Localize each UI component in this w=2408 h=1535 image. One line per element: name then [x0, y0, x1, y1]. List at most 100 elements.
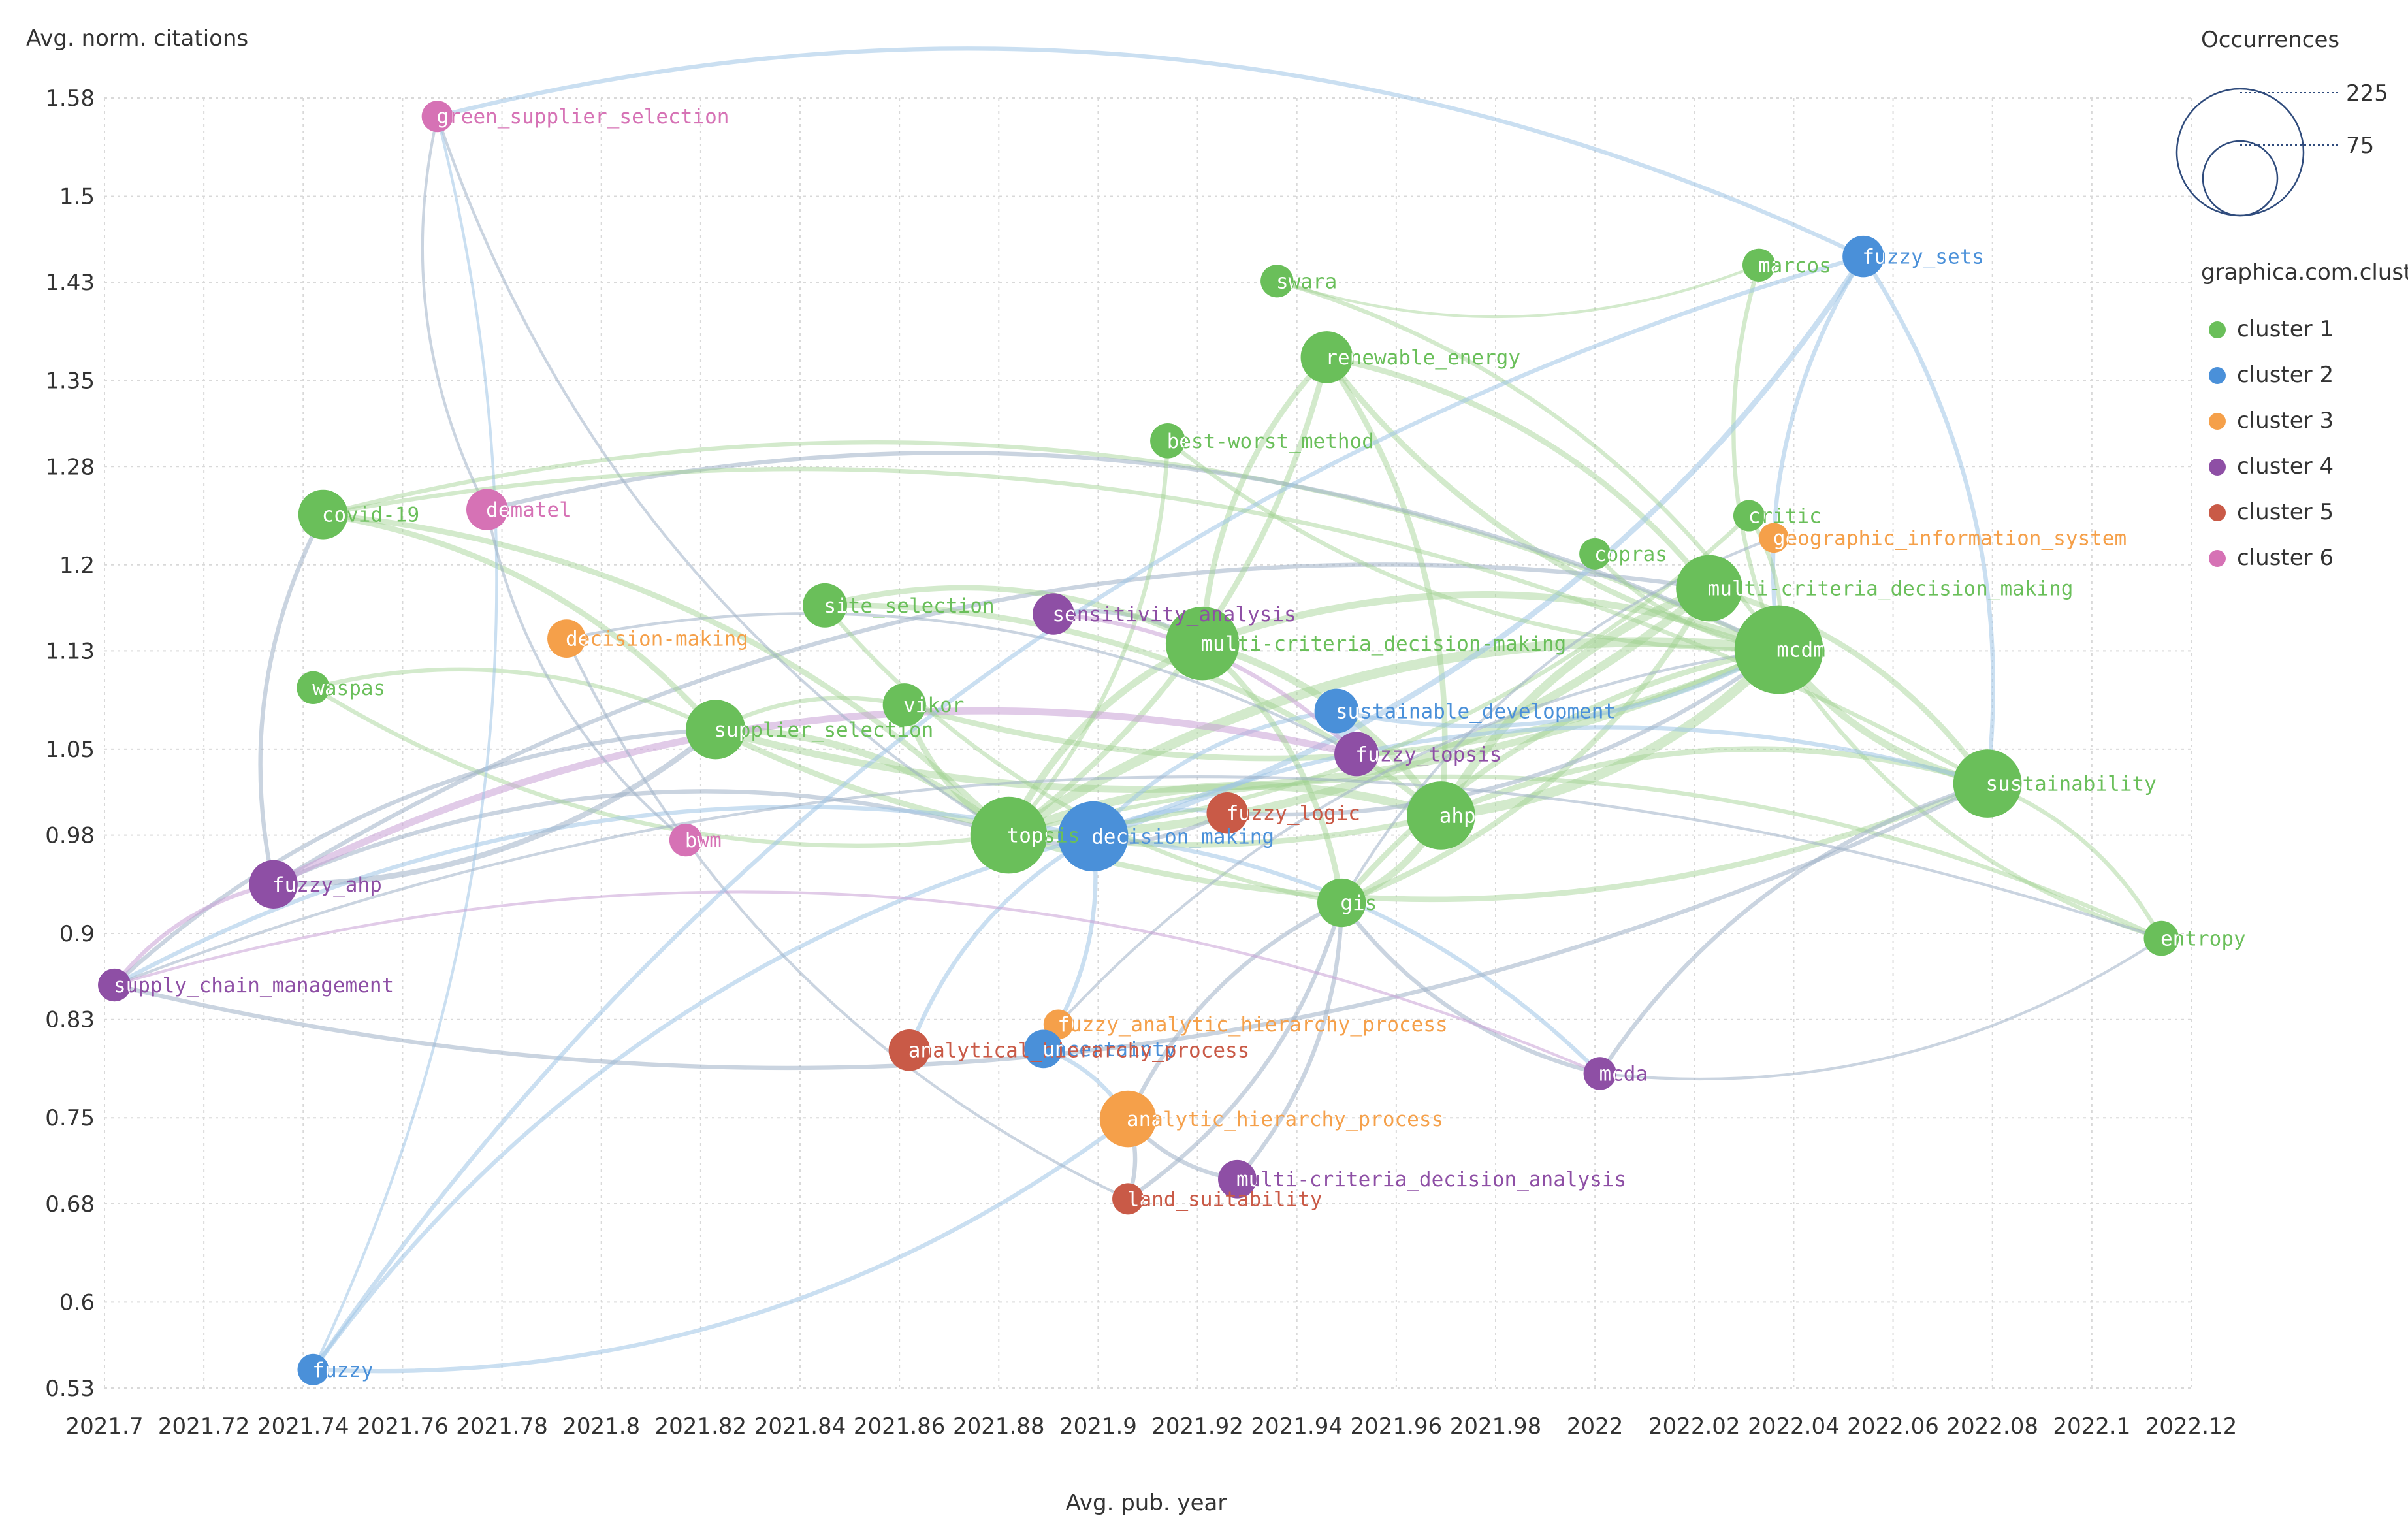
node-label: fuzzy_analytic_hierarchy_process	[1057, 1013, 1447, 1037]
link	[1324, 354, 1782, 653]
node-bubble[interactable]	[1734, 605, 1823, 694]
node-label-inner: mcdm	[1776, 639, 1825, 662]
node-label-inner: geographic_information_system	[1773, 526, 2127, 550]
link	[113, 890, 1601, 1075]
node-bubble[interactable]	[1314, 688, 1359, 734]
node-bubble[interactable]	[1024, 1029, 1063, 1069]
link	[311, 834, 1096, 1372]
x-tick-label: 2021.78	[456, 1414, 548, 1440]
x-tick-label: 2021.76	[357, 1414, 449, 1440]
node-bubble[interactable]	[98, 968, 131, 1002]
node-label-inner: sensitivity_analysis	[1052, 603, 1296, 626]
node-bubble[interactable]	[1150, 423, 1185, 459]
node-bubble[interactable]	[2143, 920, 2179, 956]
node-bubble[interactable]	[1218, 1159, 1257, 1199]
node-bubble[interactable]	[1583, 1057, 1616, 1090]
node-bubble[interactable]	[1579, 538, 1611, 570]
node-label: copras	[1594, 543, 1667, 566]
node-bubble[interactable]	[1953, 749, 2022, 818]
node-bubble[interactable]	[547, 619, 586, 658]
link	[436, 115, 1010, 837]
node-label: swara	[1276, 270, 1337, 293]
node-bubble[interactable]	[1206, 792, 1248, 834]
link	[1091, 834, 1602, 1076]
size-legend-circle	[2175, 88, 2305, 217]
node-bubble[interactable]	[298, 489, 348, 540]
node-label-inner: multi-criteria_decision_analysis	[1236, 1168, 1626, 1191]
x-tick-label: 2022.04	[1748, 1414, 1840, 1440]
y-tick-label: 1.43	[45, 270, 95, 296]
node-bubble[interactable]	[1317, 878, 1366, 928]
node-label: ahp	[1439, 804, 1476, 828]
link	[320, 511, 1012, 838]
node-bubble[interactable]	[297, 1353, 329, 1385]
node-bubble[interactable]	[1165, 606, 1240, 681]
link	[1338, 585, 1712, 906]
links-layer	[112, 46, 2164, 1374]
cluster-legend-swatch	[2209, 321, 2226, 338]
y-tick-label: 0.9	[59, 921, 95, 947]
node-label-inner: supplier_selection	[714, 719, 933, 742]
node-bubble[interactable]	[1733, 500, 1765, 532]
link	[311, 1116, 1131, 1374]
link	[312, 115, 498, 1371]
node-bubble[interactable]	[1033, 593, 1074, 635]
node-bubble[interactable]	[1334, 732, 1379, 777]
node-label-inner: covid-19	[322, 504, 419, 527]
node-bubble[interactable]	[297, 671, 330, 705]
node-bubble[interactable]	[1842, 235, 1884, 278]
node-bubble[interactable]	[888, 1029, 931, 1071]
node-label-inner: fuzzy	[312, 1359, 373, 1382]
node-label: vikor	[903, 694, 964, 717]
cluster-legend-label: cluster 3	[2237, 408, 2334, 434]
node-bubble[interactable]	[1676, 555, 1743, 622]
node-bubble[interactable]	[882, 683, 926, 727]
node-label: analytical_hierarchy_process	[908, 1039, 1250, 1063]
cluster-legend-swatch	[2209, 367, 2226, 384]
node-label: topsis	[1007, 824, 1080, 848]
y-tick-label: 1.28	[45, 454, 95, 480]
node-label-inner: bwm	[685, 829, 722, 852]
node-label-inner: multi-criteria_decision-making	[1200, 632, 1566, 656]
link	[421, 115, 489, 511]
node-bubble[interactable]	[421, 101, 453, 133]
y-axis-ticks: 1.58 1.5 1.43 1.35 1.28 1.2 1.13 1.05 0.98 0.9 0.8…	[45, 86, 95, 1402]
x-tick-label: 2021.9	[1059, 1414, 1137, 1440]
node-label-inner: critic	[1748, 505, 1822, 528]
node-label: multi-criteria_decision_analysis	[1236, 1168, 1626, 1191]
node-bubble[interactable]	[1300, 331, 1353, 383]
link	[485, 508, 688, 842]
y-tick-label: 0.68	[45, 1191, 95, 1218]
node-bubble[interactable]	[1058, 801, 1129, 872]
node-bubble[interactable]	[1742, 248, 1776, 282]
link	[1199, 354, 1330, 647]
node-bubble[interactable]	[1407, 781, 1475, 850]
node-label: marcos	[1758, 254, 1831, 278]
node-label: green_supplier_selection	[436, 105, 729, 129]
node-bubble[interactable]	[970, 796, 1048, 874]
node-bubble[interactable]	[1759, 523, 1789, 553]
link	[1006, 781, 1991, 903]
link	[1771, 254, 1866, 652]
node-bubble[interactable]	[1099, 1090, 1157, 1148]
node-bubble[interactable]	[1112, 1183, 1144, 1215]
node-label: fuzzy_ahp	[272, 873, 382, 897]
x-tick-label: 2022.12	[2145, 1414, 2238, 1440]
node-bubble[interactable]	[466, 489, 508, 530]
node-bubble[interactable]	[669, 823, 703, 857]
node-label: multi-criteria_decision-making	[1200, 632, 1566, 656]
link	[270, 707, 1360, 888]
link	[1436, 644, 1784, 821]
node-label: mcdm	[1776, 639, 1825, 662]
node-label: sustainable_development	[1336, 700, 1616, 724]
node-label: uncertainty	[1042, 1038, 1176, 1061]
node-label: fuzzy_topsis	[1355, 743, 1501, 766]
y-tick-label: 0.98	[45, 823, 95, 849]
cluster-legend-label: cluster 2	[2237, 362, 2334, 388]
node-bubble[interactable]	[686, 700, 746, 760]
node-bubble[interactable]	[249, 860, 298, 909]
node-bubble[interactable]	[803, 583, 847, 628]
node-bubble[interactable]	[1260, 265, 1294, 298]
node-label: entropy	[2160, 928, 2246, 951]
